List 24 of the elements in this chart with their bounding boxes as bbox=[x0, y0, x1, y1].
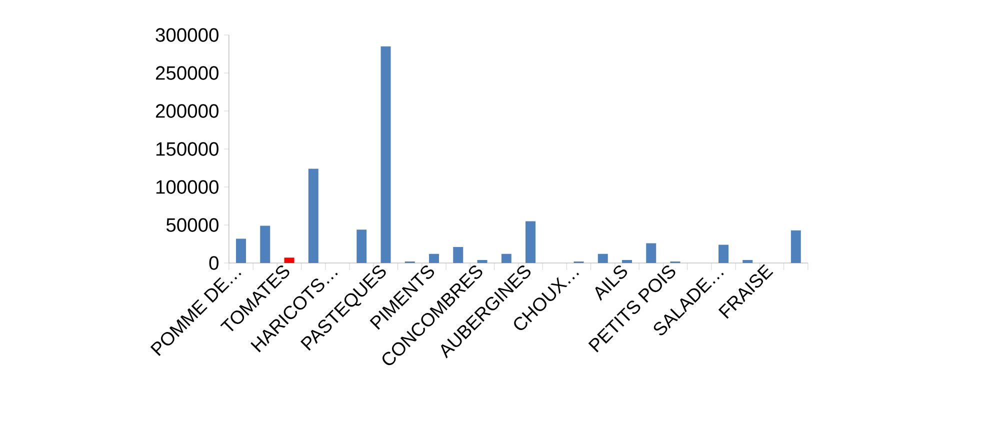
y-tick-label: 100000 bbox=[156, 180, 218, 194]
bar bbox=[646, 243, 656, 263]
bar bbox=[718, 244, 728, 263]
bar bbox=[742, 260, 753, 263]
bar bbox=[308, 168, 318, 263]
bar bbox=[790, 230, 801, 263]
bar bbox=[356, 230, 367, 263]
bar bbox=[453, 247, 464, 263]
bar bbox=[236, 238, 246, 263]
bar bbox=[598, 254, 608, 263]
y-tick-label: 200000 bbox=[156, 104, 218, 118]
bar bbox=[501, 254, 512, 263]
bar bbox=[477, 260, 488, 263]
y-tick-label: 0 bbox=[209, 256, 218, 270]
bar bbox=[380, 46, 391, 263]
bar bbox=[260, 226, 270, 263]
y-tick-label: 50000 bbox=[166, 218, 218, 232]
bar bbox=[622, 260, 632, 263]
bar bbox=[429, 254, 439, 263]
bar bbox=[284, 258, 294, 263]
y-tick-label: 250000 bbox=[156, 66, 218, 80]
y-tick-label: 300000 bbox=[156, 28, 218, 42]
y-tick-label: 150000 bbox=[156, 142, 218, 156]
bar bbox=[526, 221, 536, 263]
